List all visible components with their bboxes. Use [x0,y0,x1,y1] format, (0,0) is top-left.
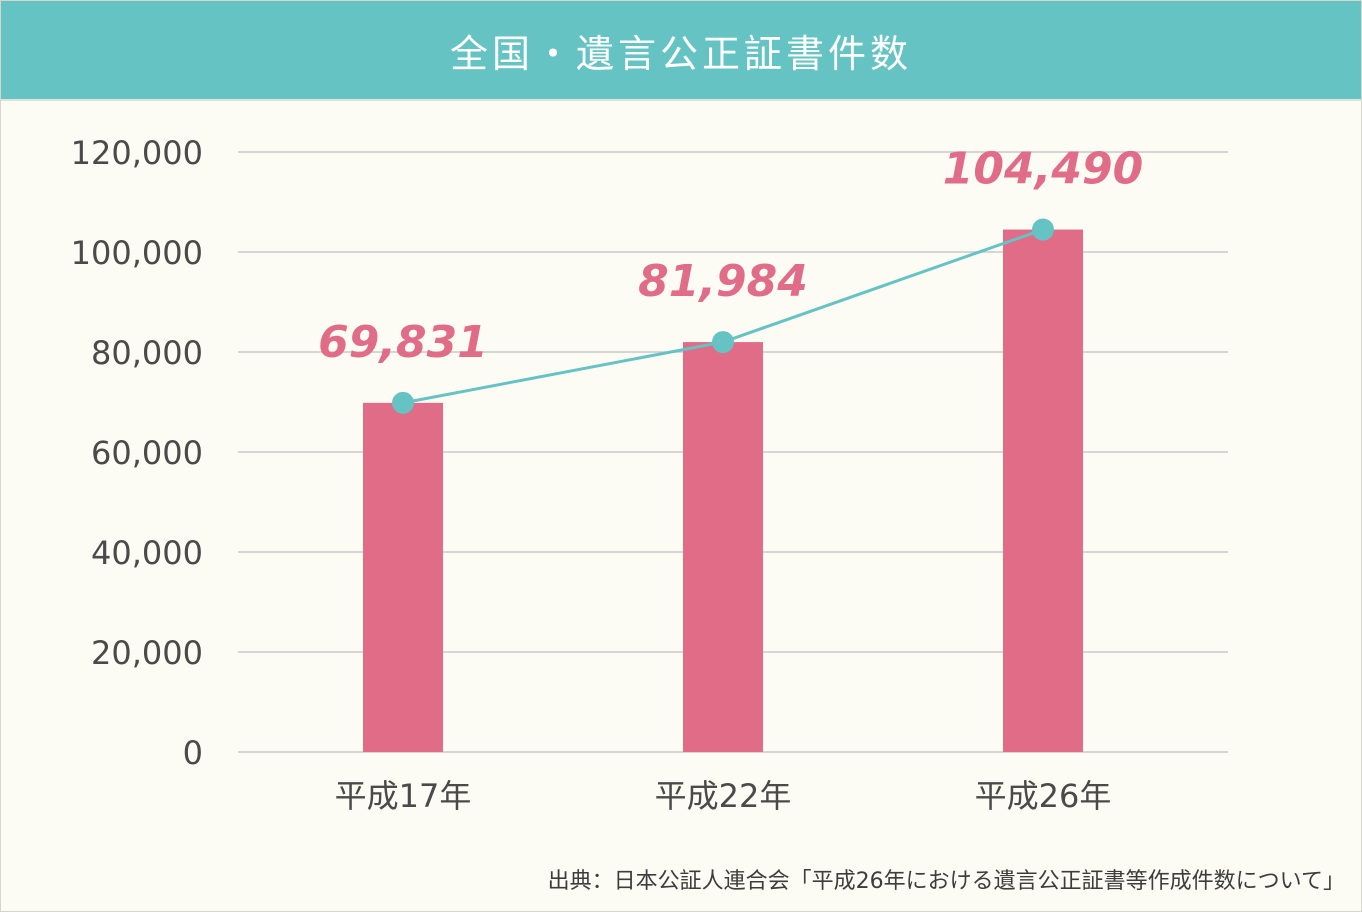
bar [363,402,443,752]
x-tick-label: 平成26年 [975,777,1112,815]
chart-plot: 0 20,000 40,000 60,000 80,000 100,000 120,000 6… [71,134,1228,815]
bar [1003,229,1083,753]
bar [683,342,763,752]
x-tick-label: 平成22年 [655,777,792,815]
chart-title: 全国・遺言公正証書件数 [1,1,1361,101]
y-tick-label: 40,000 [91,534,203,572]
y-tick-label: 80,000 [91,334,203,372]
value-label: 81,984 [638,256,808,307]
data-point [1032,218,1054,241]
value-label: 104,490 [943,144,1143,195]
y-tick-label: 100,000 [71,234,203,272]
data-point [392,391,414,414]
y-tick-label: 120,000 [71,134,203,172]
value-label: 69,831 [318,317,488,368]
y-tick-label: 20,000 [91,634,203,672]
source-note: 出典：日本公証人連合会「平成26年における遺言公正証書等作成件数について」 [547,869,1345,894]
x-tick-label: 平成17年 [335,777,472,815]
y-tick-label: 0 [183,734,203,772]
data-point [712,331,734,354]
y-tick-label: 60,000 [91,434,203,472]
